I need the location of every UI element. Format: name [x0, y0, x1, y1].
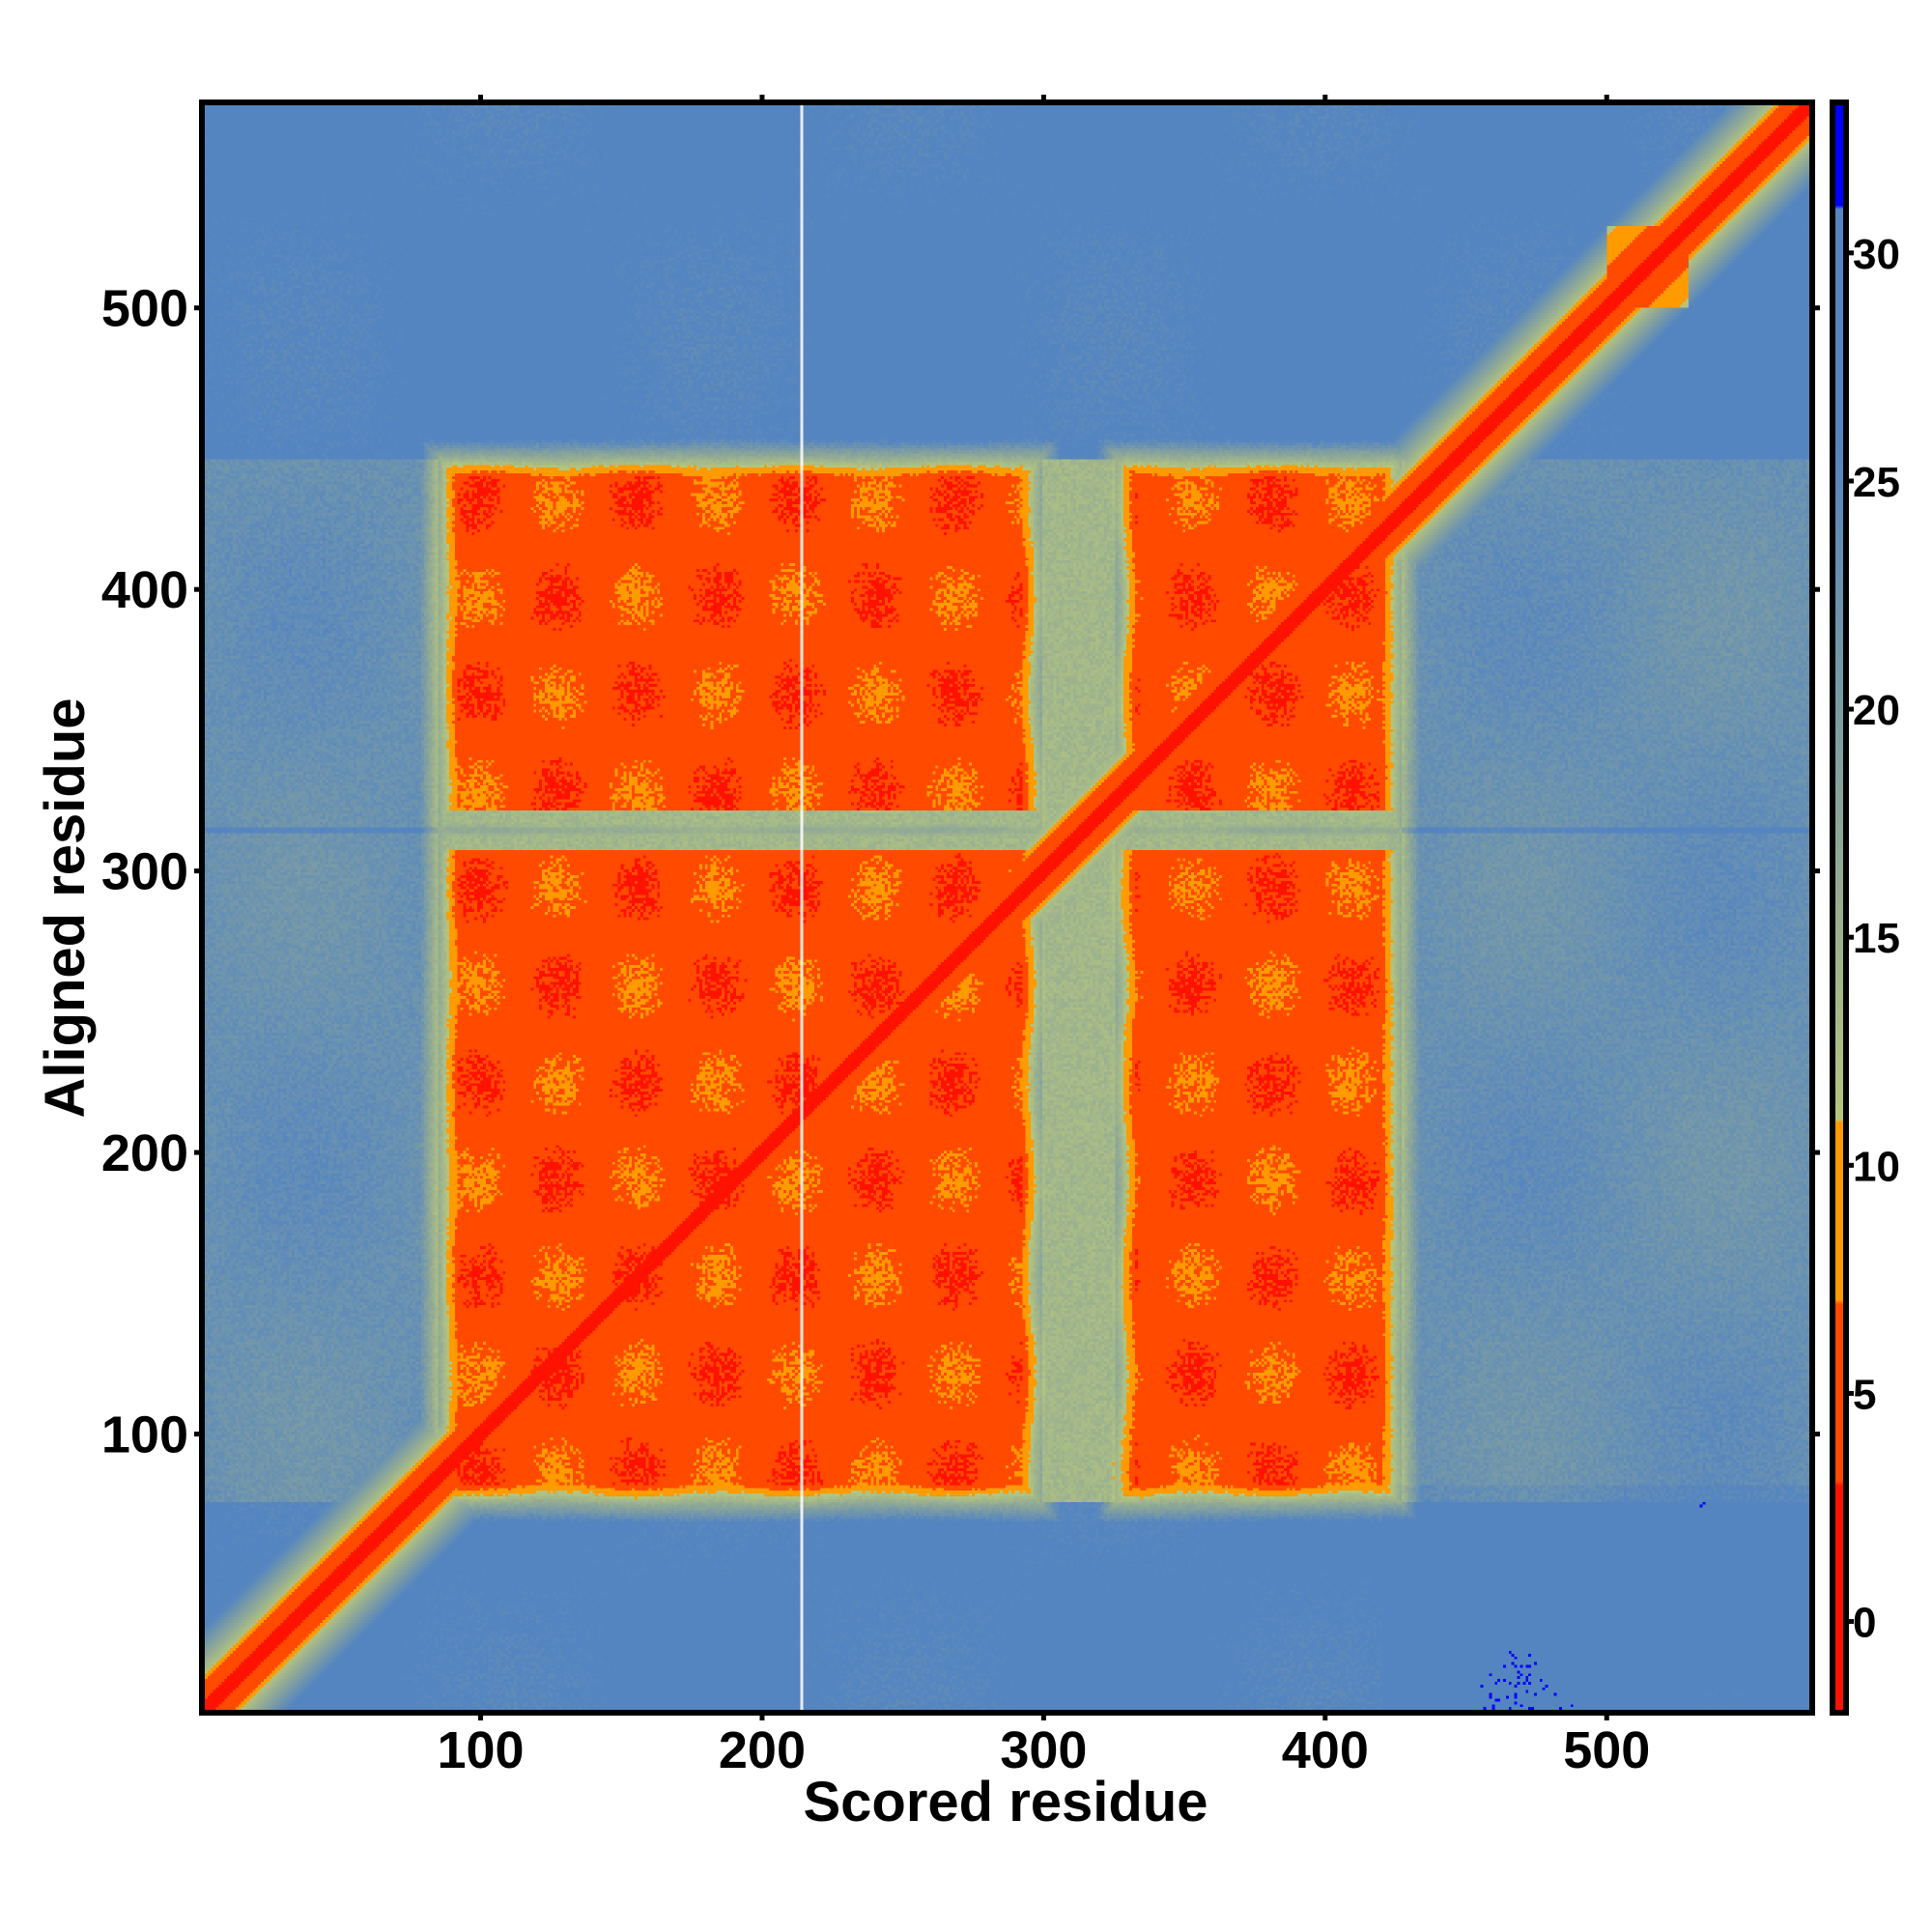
colorbar-ticks: 0 5 10 15 20 25 30	[1846, 231, 1900, 1647]
colorbar-tick-label: 20	[1853, 687, 1900, 734]
colorbar-tick-label: 0	[1853, 1600, 1876, 1647]
colorbar-frame	[1830, 99, 1849, 1716]
x-axis-ticks: 100 200 300 400 500	[437, 95, 1650, 1779]
y-tick-label: 200	[101, 1124, 188, 1182]
x-axis-label: Scored residue	[803, 1771, 1208, 1833]
colorbar	[1833, 102, 1846, 1713]
y-axis-label: Aligned residue	[34, 697, 97, 1118]
colorbar-tick-label: 5	[1853, 1371, 1876, 1418]
y-tick-label: 300	[101, 843, 188, 901]
colorbar-tick-label: 25	[1853, 459, 1900, 506]
y-tick-label: 500	[101, 280, 188, 338]
colorbar-tick-label: 15	[1853, 915, 1900, 962]
colorbar-tick-label: 10	[1853, 1143, 1900, 1190]
colorbar-tick-label: 30	[1853, 231, 1900, 278]
x-tick-label: 500	[1563, 1721, 1650, 1779]
x-tick-label: 400	[1282, 1721, 1369, 1779]
y-tick-label: 400	[101, 561, 188, 619]
y-tick-label: 100	[101, 1406, 188, 1463]
x-tick-label: 200	[719, 1721, 806, 1779]
x-tick-label: 100	[437, 1721, 524, 1779]
x-tick-label: 300	[1000, 1721, 1087, 1779]
plot-frame	[199, 99, 1815, 1716]
heatmap-canvas	[202, 102, 1812, 1713]
y-axis-ticks: 100 200 300 400 500	[101, 280, 1820, 1463]
